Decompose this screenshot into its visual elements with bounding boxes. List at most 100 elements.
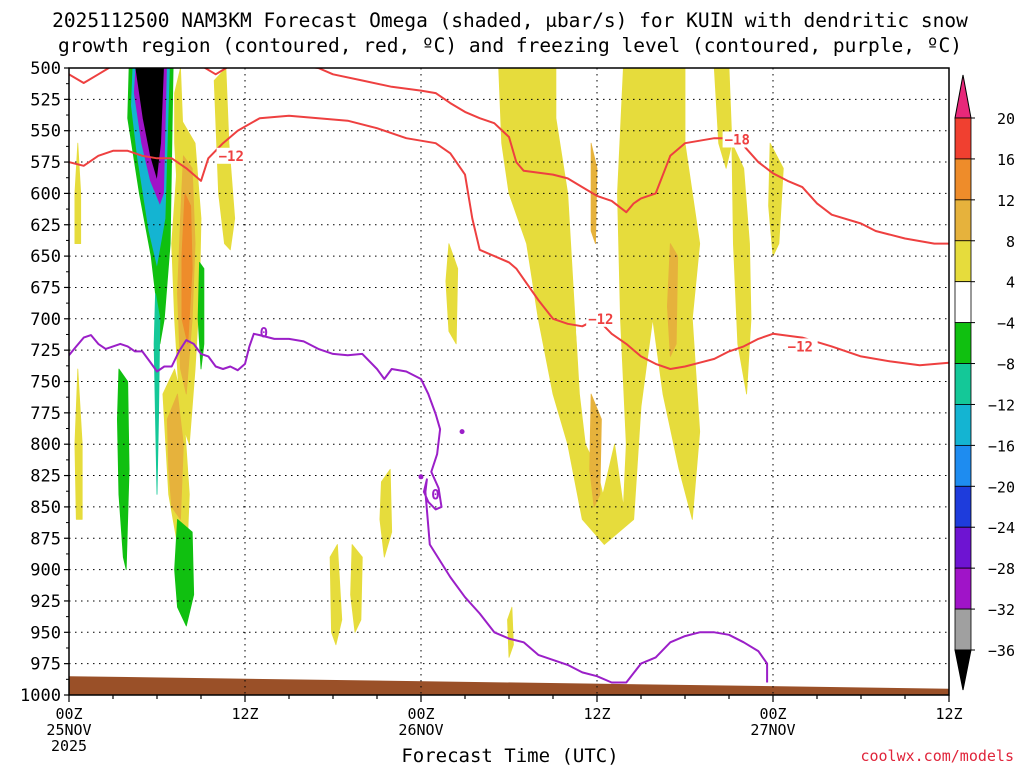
ground-band [69, 676, 949, 695]
chart-title-line1: 2025112500 NAM3KM Forecast Omega (shaded… [52, 9, 968, 32]
omega-region-10 [181, 192, 193, 345]
omega-region-19 [379, 468, 393, 558]
omega-region-11 [197, 261, 205, 370]
colorbar-label: −8 [997, 356, 1015, 374]
y-tick-label: 675 [30, 278, 61, 298]
colorbar-segment [954, 158, 972, 201]
colorbar-label: 4 [1006, 274, 1015, 292]
freezing-level-dot [418, 474, 424, 480]
dgz-label-bg [722, 131, 755, 148]
colorbar-label: 8 [1006, 233, 1015, 251]
y-tick-label: 875 [30, 529, 61, 549]
x-axis-label: Forecast Time (UTC) [401, 745, 618, 767]
colorbar-label: −36 [988, 642, 1015, 660]
omega-region-16 [174, 519, 195, 627]
y-tick-label: 925 [30, 592, 61, 612]
colorbar-segment [954, 322, 972, 364]
y-tick-label: 975 [30, 655, 61, 675]
x-tick-label: 26NOV [398, 721, 443, 739]
omega-region-21 [498, 68, 701, 545]
colorbar-label: −20 [988, 478, 1015, 496]
dgz-contour-label: −18 [725, 132, 750, 148]
plot-area [69, 68, 949, 695]
omega-region-5 [127, 68, 174, 345]
colorbar-segment [954, 404, 972, 446]
colorbar-segment [954, 567, 972, 610]
y-tick-label: 600 [30, 184, 61, 204]
dgz-contour-label: −12 [588, 312, 613, 328]
omega-region-28 [731, 142, 752, 395]
freezing-level-line [69, 332, 769, 684]
y-tick-label: 575 [30, 153, 61, 173]
dgz-label-bg [586, 310, 619, 327]
omega-shading [74, 68, 784, 658]
colorbar-label: 20 [997, 110, 1015, 128]
freezing-level-label: 0 [260, 326, 268, 342]
colorbar-label: −32 [988, 601, 1015, 619]
colorbar-label: −4 [997, 315, 1015, 333]
omega-region-13 [117, 368, 130, 570]
freezing-level-contour [69, 332, 769, 684]
x-tick-label: 12Z [935, 705, 962, 723]
omega-region-30 [507, 606, 514, 658]
freezing-level-label: 0 [431, 487, 439, 503]
y-tick-label: 825 [30, 467, 61, 487]
dgz-label-bg [785, 338, 818, 355]
y-tick-label: 850 [30, 498, 61, 518]
colorbar-segment [954, 444, 972, 487]
colorbar-label: 12 [997, 192, 1015, 210]
y-tick-label: 625 [30, 216, 61, 236]
credit-text: coolwx.com/models [860, 747, 1014, 765]
x-tick-label: 00Z [759, 705, 786, 723]
omega-region-22 [579, 73, 595, 132]
colorbar-segment [954, 240, 972, 283]
colorbar-label: −12 [988, 396, 1015, 414]
y-tick-label: 775 [30, 404, 61, 424]
y-tick-label: 750 [30, 373, 61, 393]
x-tick-label: 00Z [407, 705, 434, 723]
colorbar-segment [954, 363, 972, 405]
omega-region-20 [445, 243, 459, 345]
y-tick-label: 700 [30, 310, 61, 330]
omega-region-29 [768, 142, 784, 257]
colorbar-bottom-arrow [954, 649, 972, 691]
colorbar-label: 16 [997, 151, 1015, 169]
omega-region-0 [74, 142, 82, 245]
omega-region-18 [350, 544, 363, 633]
colorbar-segment [954, 117, 972, 160]
x-tick-label: 12Z [231, 705, 258, 723]
freezing-level-dot [459, 429, 465, 435]
y-axis: 500 525 550 575 600 625 650 675 700 725 750 775 800 8… [20, 59, 69, 706]
colorbar-segment [954, 608, 972, 651]
omega-region-26 [667, 243, 679, 357]
y-tick-label: 950 [30, 623, 61, 643]
dgz-contour-0 [69, 114, 949, 370]
x-tick-label: 12Z [583, 705, 610, 723]
dgz-contour-label: −12 [788, 339, 813, 355]
x-tick-label: 00Z [55, 705, 82, 723]
dgz-contour-2 [69, 68, 949, 245]
x-tick-label: 27NOV [750, 721, 795, 739]
dendritic-growth-contours [69, 68, 949, 370]
colorbar-label: −16 [988, 437, 1015, 455]
dgz-contour-label: −12 [219, 149, 244, 165]
colorbar-label: −24 [988, 519, 1015, 537]
ground-layer [69, 676, 949, 695]
y-tick-label: 725 [30, 341, 61, 361]
y-tick-label: 800 [30, 435, 61, 455]
y-tick-label: 650 [30, 247, 61, 267]
y-tick-label: 900 [30, 561, 61, 581]
dgz-label-bg [216, 147, 249, 164]
omega-region-15 [166, 393, 184, 520]
colorbar-segment [954, 526, 972, 569]
x-tick-label: 2025 [51, 737, 87, 755]
colorbar-top-arrow [954, 74, 972, 119]
colorbar-segment [954, 281, 972, 324]
y-tick-label: 500 [30, 59, 61, 79]
colorbar: 20 16 12 8 4 −4 −8 −12 −16 −20 −24 −28 −32 −36 [954, 74, 1015, 691]
colorbar-segment [954, 485, 972, 528]
colorbar-label: −28 [988, 560, 1015, 578]
omega-region-1 [74, 368, 83, 520]
